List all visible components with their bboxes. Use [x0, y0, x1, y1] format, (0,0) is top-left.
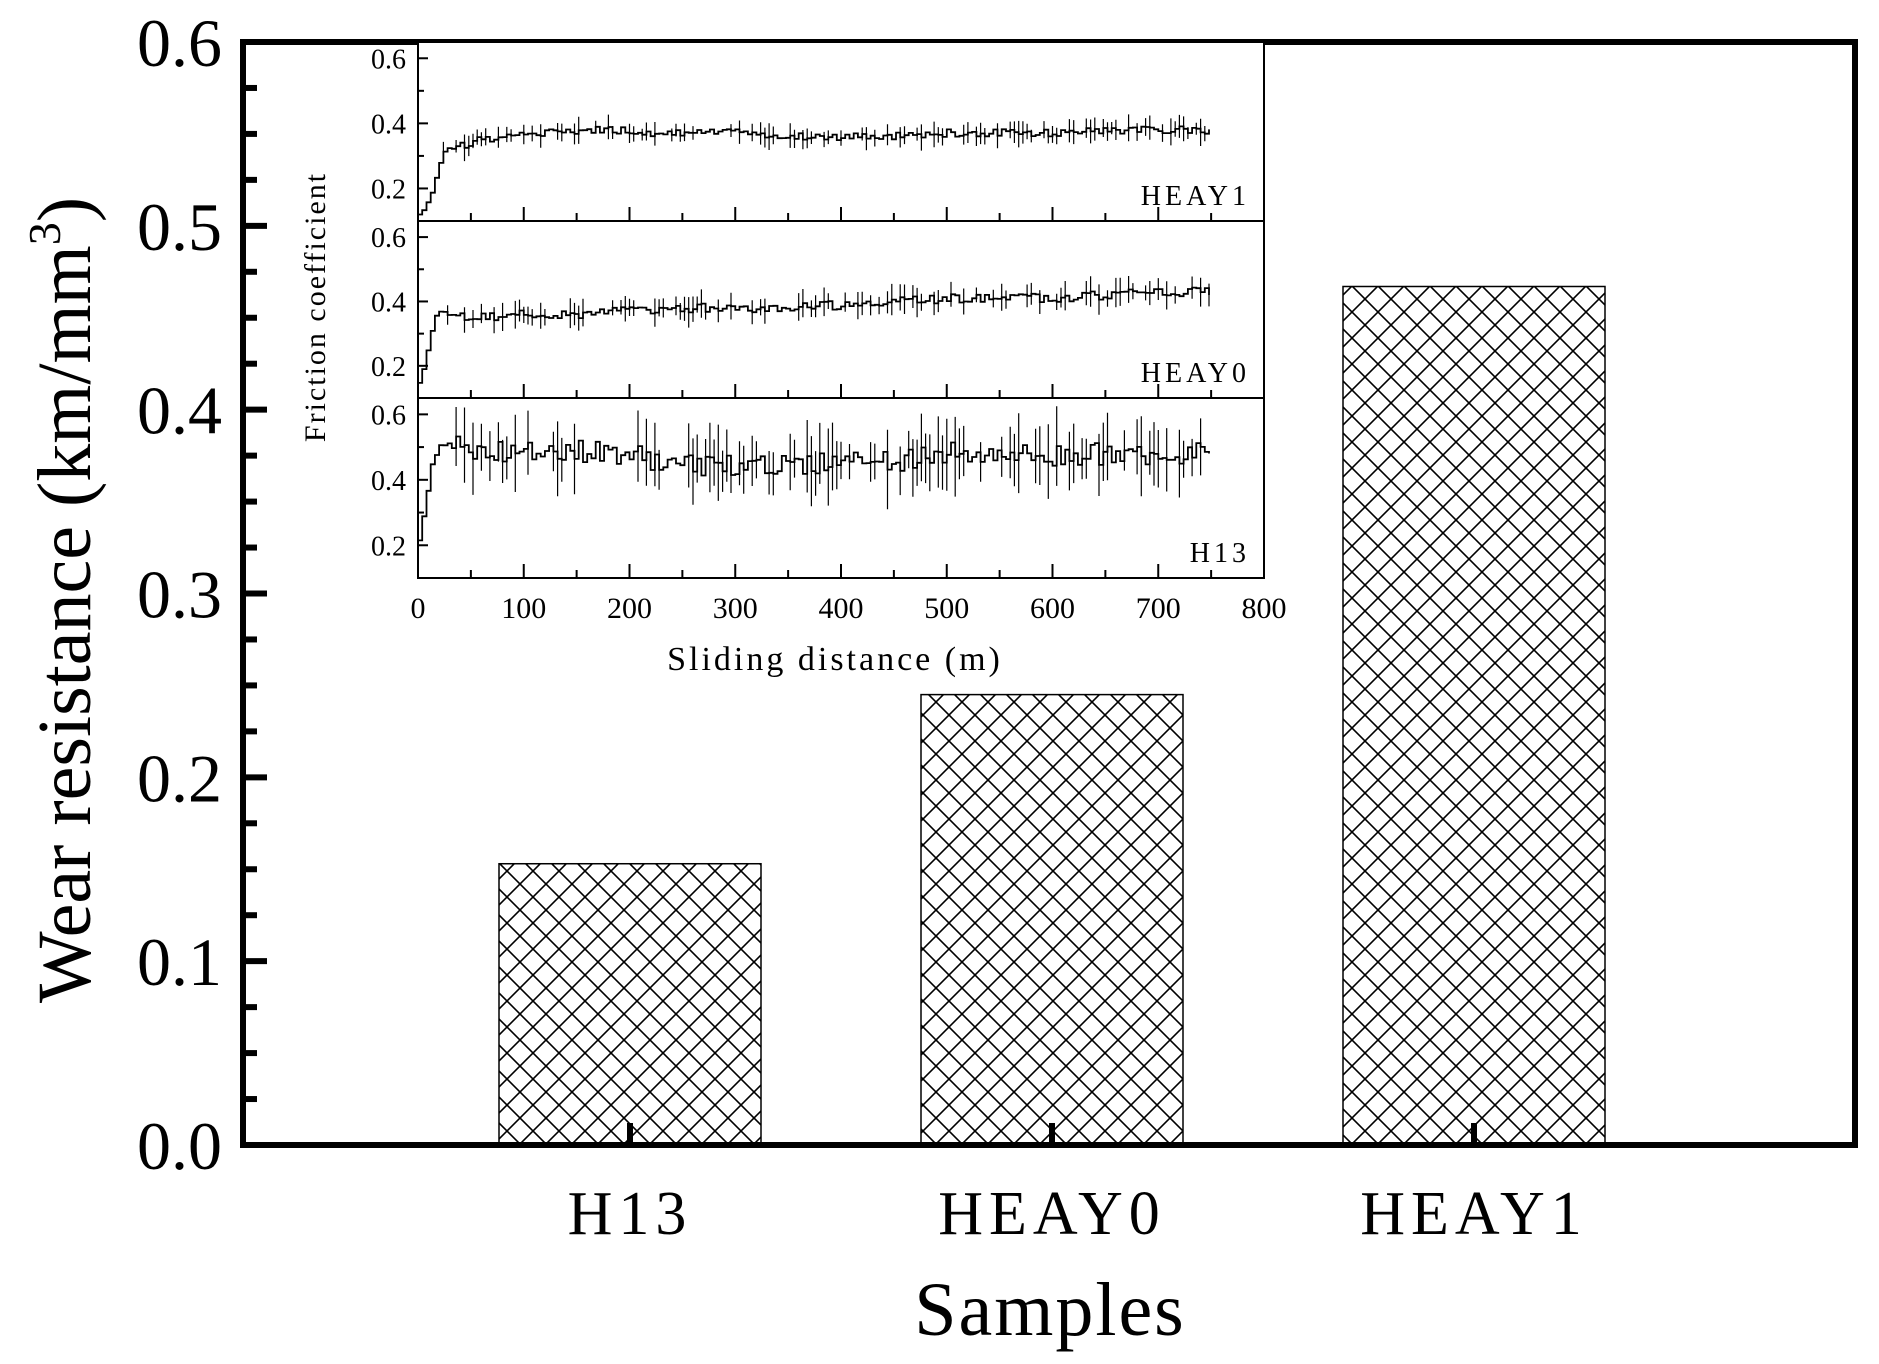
friction-spikes-heay1 [442, 114, 1206, 162]
friction-coefficient-inset: 0.2 0.4 0.6 HEAY1 0.2 0.4 0.6 HEAY0 0.2 0.4 0.6 H13… [299, 41, 1287, 678]
bar-heay0 [920, 693, 1184, 1146]
y-axis-ticks: 0.0 0.1 0.2 0.3 0.4 0.5 0.6 [137, 5, 267, 1184]
y-tick-label: 0.5 [137, 189, 222, 265]
friction-spikes-h13 [455, 406, 1202, 510]
x-tick-label-heay0: HEAY0 [938, 1180, 1166, 1248]
inset-y-tick-label: 0.6 [371, 44, 406, 75]
x-axis-tick-labels: H13 HEAY0 HEAY1 [568, 1180, 1588, 1248]
inset-y-tick-label: 0.2 [371, 531, 406, 562]
inset-panels: 0.2 0.4 0.6 HEAY1 0.2 0.4 0.6 HEAY0 0.2 0.4 0.6 H13 [371, 44, 1265, 578]
x-axis-title: Samples [914, 1268, 1186, 1352]
inset-x-tick-label: 200 [607, 592, 652, 625]
y-tick-label: 0.6 [137, 5, 222, 81]
inset-frame [417, 41, 1265, 579]
y-axis-title-main: Wear resistance (km/mm [23, 245, 107, 1003]
x-tick-label-h13: H13 [568, 1180, 693, 1248]
friction-series-h13 [418, 435, 1210, 542]
inset-x-tick-label: 700 [1136, 592, 1181, 625]
y-tick-label: 0.4 [137, 373, 222, 449]
inset-y-axis-title: Friction coefficient [299, 172, 332, 442]
y-tick-label: 0.2 [137, 740, 222, 816]
panel-label-heay0: HEAY0 [1141, 358, 1250, 389]
panel-label-heay1: HEAY1 [1141, 181, 1250, 212]
y-axis-title-close: ) [23, 197, 107, 222]
bar-series [498, 285, 1606, 1146]
inset-x-tick-label: 500 [924, 592, 969, 625]
bar-heay1 [1342, 285, 1606, 1146]
friction-spikes-heay0 [447, 276, 1210, 334]
y-tick-label: 0.0 [137, 1108, 222, 1184]
inset-y-tick-label: 0.6 [371, 400, 406, 431]
inset-y-tick-label: 0.2 [371, 352, 406, 383]
panel-h13: 0.2 0.4 0.6 H13 [371, 397, 1265, 578]
inset-x-tick-label: 600 [1030, 592, 1075, 625]
friction-series-heay1 [418, 125, 1210, 216]
inset-y-tick-label: 0.2 [371, 174, 406, 205]
inset-x-tick-label: 0 [411, 592, 426, 625]
inset-x-tick-label: 400 [819, 592, 864, 625]
inset-x-axis-ticks: 0 100 200 300 400 500 600 700 800 [411, 592, 1287, 625]
bar-h13 [498, 862, 762, 1146]
inset-x-tick-label: 300 [713, 592, 758, 625]
panel-label-h13: H13 [1190, 538, 1250, 569]
inset-x-tick-label: 100 [501, 592, 546, 625]
x-tick-label-heay1: HEAY1 [1360, 1180, 1588, 1248]
panel-heay1: 0.2 0.4 0.6 HEAY1 [371, 44, 1265, 221]
inset-y-tick-label: 0.4 [371, 109, 406, 140]
y-axis-title: Wear resistance (km/mm3) [19, 197, 107, 1003]
inset-x-axis-title: Sliding distance (m) [667, 641, 1003, 678]
inset-y-tick-label: 0.6 [371, 223, 406, 254]
y-axis-title-superscript: 3 [19, 222, 70, 245]
inset-x-tick-label: 800 [1242, 592, 1287, 625]
y-tick-label: 0.3 [137, 557, 222, 633]
inset-y-tick-label: 0.4 [371, 466, 406, 497]
y-tick-label: 0.1 [137, 924, 222, 1000]
inset-y-tick-label: 0.4 [371, 287, 406, 318]
